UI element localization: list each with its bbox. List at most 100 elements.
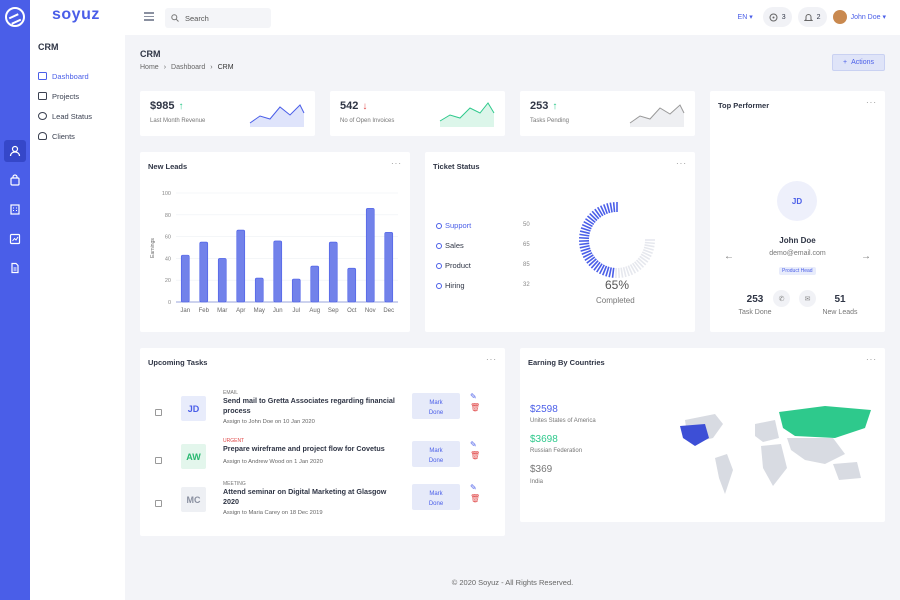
edit-icon[interactable]: ✎ — [470, 440, 477, 449]
task-checkbox[interactable] — [155, 457, 162, 464]
mail-button[interactable]: ✉ — [799, 290, 816, 307]
x-tick-label: Apr — [236, 308, 245, 314]
ticket-item-hiring[interactable]: Hiring — [436, 281, 465, 290]
mark-done-button[interactable]: Mark Done — [412, 393, 460, 419]
stat-label: Tasks Pending — [530, 118, 570, 124]
new-leads-card: New Leads ··· 0 20 40 60 80 100 Earnings Jan Feb… — [140, 152, 410, 332]
earning-country: India — [530, 479, 544, 485]
user-icon[interactable] — [4, 140, 26, 162]
document-icon[interactable] — [5, 258, 25, 278]
menu-icon[interactable] — [144, 12, 154, 21]
arrow-up-icon: ↑ — [552, 100, 558, 112]
x-tick-label: Jun — [273, 308, 283, 314]
stat-label: Last Month Revenue — [150, 118, 206, 124]
main-content: CRM Home › Dashboard › CRM + Actions $985 ↑ … — [125, 35, 900, 600]
trash-icon[interactable]: 🗑 — [470, 451, 481, 460]
avatar — [832, 10, 847, 24]
sparkline — [629, 104, 685, 127]
x-tick-label: May — [254, 308, 265, 314]
task-title: Send mail to Gretta Associates regarding… — [223, 396, 395, 415]
gauge-tick — [617, 267, 621, 278]
mark-done-button[interactable]: Mark Done — [412, 484, 460, 510]
task-title: Prepare wireframe and project flow for C… — [223, 444, 385, 453]
actions-button[interactable]: + Actions — [832, 54, 885, 71]
trash-icon[interactable]: 🗑 — [470, 494, 481, 503]
breadcrumb-home[interactable]: Home — [140, 64, 159, 71]
gauge-tick — [594, 208, 602, 218]
next-arrow-icon[interactable]: → — [861, 251, 871, 262]
more-icon[interactable]: ··· — [866, 98, 877, 107]
gauge-tick — [639, 255, 649, 263]
gauge-tick — [608, 267, 613, 278]
sidebar-title: CRM — [38, 42, 59, 52]
sidebar-item-dashboard[interactable]: Dashboard — [38, 66, 92, 86]
gauge-tick — [580, 227, 591, 232]
prev-arrow-icon[interactable]: ← — [724, 251, 734, 262]
logo-icon[interactable] — [5, 7, 25, 27]
mark-done-button[interactable]: Mark Done — [412, 441, 460, 467]
ticket-label: Hiring — [445, 281, 465, 290]
gauge-tick — [637, 257, 647, 266]
card-title: Top Performer — [718, 101, 770, 110]
sidebar-item-projects[interactable]: Projects — [38, 86, 92, 106]
earning-amount: $3698 — [530, 434, 558, 445]
trash-icon[interactable]: 🗑 — [470, 403, 481, 412]
messages-button[interactable]: 3 — [762, 7, 792, 27]
gauge-tick — [603, 204, 609, 215]
sidebar-item-clients[interactable]: Clients — [38, 126, 92, 146]
task-category: URGENT — [223, 438, 245, 444]
task-row: AW URGENT Prepare wireframe and project fl… — [140, 438, 505, 480]
language-select[interactable]: EN ▾ — [737, 14, 753, 21]
gauge-tick — [635, 259, 645, 268]
user-name: John Doe — [850, 13, 881, 21]
breadcrumb-dashboard[interactable]: Dashboard — [171, 64, 206, 71]
page-title: CRM — [140, 49, 161, 59]
ticket-status-card: Ticket Status ··· Support 50 Sales 65 Pr… — [425, 152, 695, 332]
chart-icon[interactable] — [5, 229, 25, 249]
new-leads-chart: 0 20 40 60 80 100 Earnings Jan Feb Mar Apr May Jun Ju… — [150, 191, 398, 314]
sparkline — [439, 102, 495, 127]
task-row: JD EMAIL Send mail to Gretta Associates re… — [140, 390, 505, 432]
more-icon[interactable]: ··· — [391, 159, 402, 168]
bag-icon[interactable] — [5, 170, 25, 190]
gauge-tick — [598, 264, 605, 275]
ticket-item-support[interactable]: Support — [436, 221, 471, 230]
task-checkbox[interactable] — [155, 409, 162, 416]
more-icon[interactable]: ··· — [676, 159, 687, 168]
bar — [273, 240, 283, 303]
more-icon[interactable]: ··· — [486, 355, 497, 364]
performer-name: John Doe — [779, 236, 816, 245]
phone-button[interactable]: ✆ — [773, 290, 790, 307]
gauge-tick — [642, 248, 653, 254]
actions-label: Actions — [851, 59, 875, 66]
search-box[interactable] — [165, 8, 271, 28]
search-input[interactable] — [185, 13, 265, 23]
gauge-tick — [590, 260, 599, 269]
earnings-card: Earning By Countries ··· $2598 Unites St… — [520, 348, 885, 522]
gauge-tick — [586, 256, 596, 264]
ticket-item-sales[interactable]: Sales — [436, 241, 464, 250]
task-category: EMAIL — [223, 390, 239, 396]
building-icon[interactable] — [5, 199, 25, 219]
notifications-button[interactable]: 2 — [797, 7, 827, 27]
edit-icon[interactable]: ✎ — [470, 483, 477, 492]
ticket-label: Support — [445, 221, 472, 230]
gauge-tick — [631, 262, 639, 272]
bar — [236, 229, 246, 303]
bar — [199, 241, 209, 303]
lead-status-icon — [38, 112, 47, 120]
brand-name[interactable]: soyuz — [52, 6, 100, 23]
edit-icon[interactable]: ✎ — [470, 392, 477, 401]
gauge-tick — [629, 264, 637, 274]
gauge-tick — [580, 247, 591, 252]
task-checkbox[interactable] — [155, 500, 162, 507]
notifications-count: 2 — [816, 13, 821, 21]
gauge-tick — [593, 261, 601, 271]
more-icon[interactable]: ··· — [866, 355, 877, 364]
ticket-item-product[interactable]: Product — [436, 261, 471, 270]
sidebar-item-lead-status[interactable]: Lead Status — [38, 106, 92, 126]
performer-tasks-stat: 253 Task Done — [725, 294, 785, 316]
gauge-tick — [644, 244, 655, 248]
bar — [328, 241, 338, 303]
user-menu[interactable]: John Doe ▾ — [832, 10, 886, 24]
